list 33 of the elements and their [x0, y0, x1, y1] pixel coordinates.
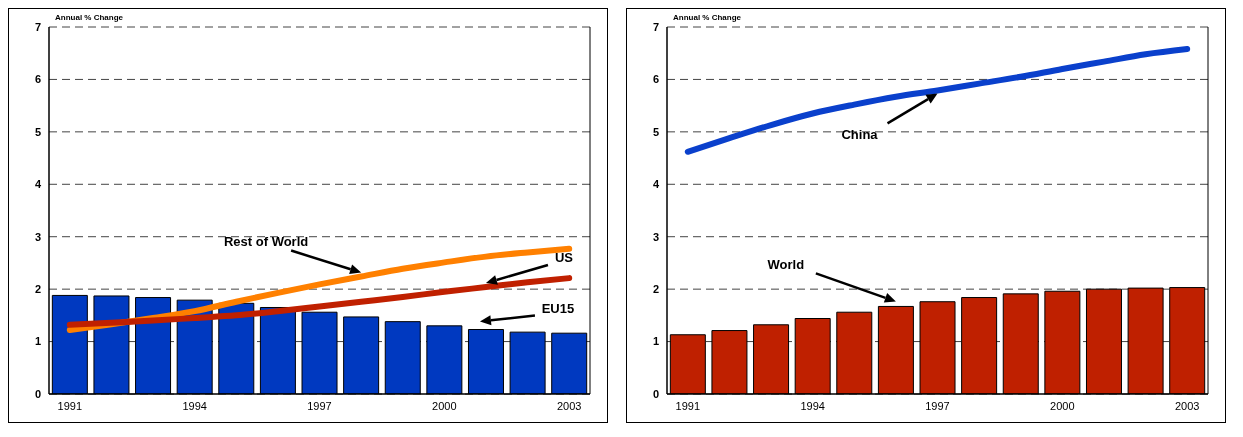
y-tick-label: 4 [34, 178, 42, 191]
x-tick-label: 1994 [800, 399, 825, 412]
y-tick-label: 1 [652, 335, 659, 348]
x-tick-label: 2000 [432, 399, 457, 412]
y-axis-title: Annual % Change [55, 13, 124, 22]
x-tick-label: 2000 [1050, 399, 1075, 412]
text: Rest of World [223, 234, 309, 249]
y-tick-label: 4 [652, 178, 660, 191]
x-tick-label: 1994 [182, 399, 207, 412]
y-tick-label: 3 [652, 230, 659, 243]
y-tick-label: 7 [34, 20, 41, 33]
series-label: EU15 [541, 300, 575, 316]
y-tick-label: 2 [34, 283, 41, 296]
y-tick-label: 5 [652, 125, 659, 138]
y-tick-label: 3 [34, 230, 41, 243]
y-tick-label: 6 [652, 73, 659, 86]
series-label: US [554, 250, 574, 266]
x-tick-label: 1991 [675, 399, 701, 412]
y-tick-label: 2 [652, 283, 659, 296]
text: World [767, 256, 805, 272]
series-label: China [841, 126, 879, 142]
y-tick-label: 7 [652, 20, 659, 33]
x-tick-label: 2003 [556, 399, 582, 412]
y-axis-title: Annual % Change [673, 13, 742, 22]
y-tick-label: 1 [34, 335, 41, 348]
x-tick-label: 2003 [1174, 399, 1200, 412]
y-tick-label: 5 [34, 125, 41, 138]
x-tick-label: 1997 [925, 399, 950, 412]
y-tick-label: 6 [34, 73, 41, 86]
y-tick-label: 0 [652, 387, 659, 400]
y-tick-label: 0 [34, 387, 41, 400]
x-tick-label: 1997 [307, 399, 332, 412]
x-tick-label: 1991 [57, 399, 83, 412]
